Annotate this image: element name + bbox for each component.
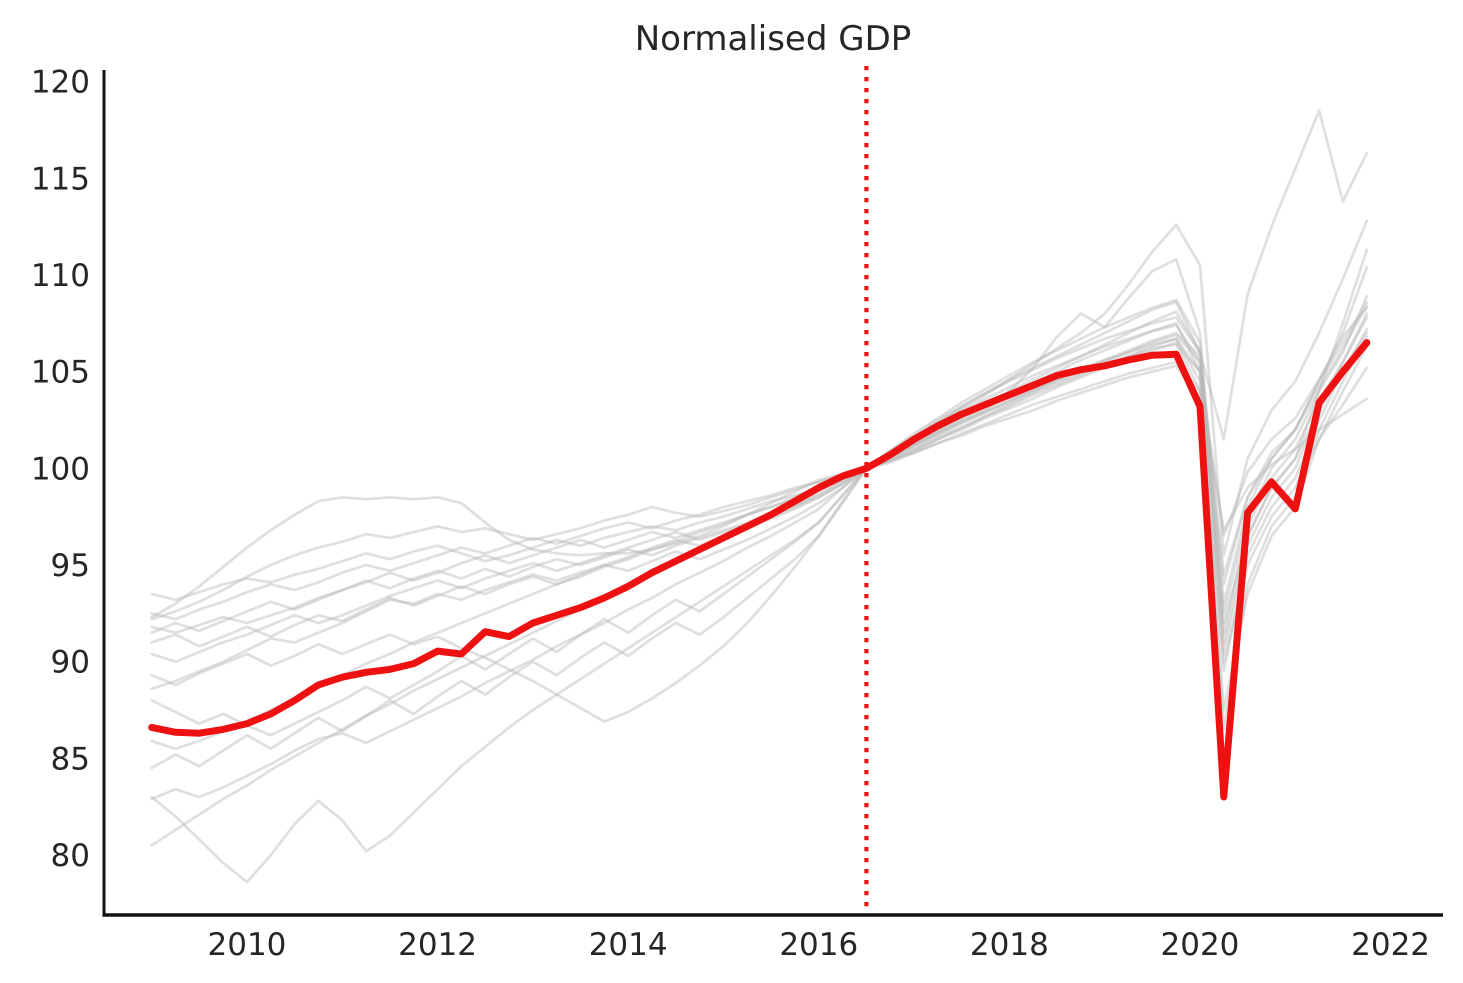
gdp-line-background (150, 109, 1369, 691)
axes-layer (102, 70, 1443, 917)
gdp-line-background (150, 323, 1369, 723)
gdp-line-background (150, 298, 1369, 884)
y-tick-label-105: 105 (31, 355, 90, 391)
x-tick-label-2020: 2020 (1161, 927, 1240, 963)
x-tick-label-2014: 2014 (589, 927, 668, 963)
y-tick-label-100: 100 (31, 451, 90, 487)
y-tick-label-90: 90 (51, 645, 90, 681)
x-tick-label-2018: 2018 (970, 927, 1049, 963)
y-tick-label-85: 85 (51, 741, 90, 777)
x-tick-label-2016: 2016 (779, 927, 858, 963)
y-tick-label-115: 115 (31, 161, 90, 197)
y-tick-label-120: 120 (31, 65, 90, 101)
y-tick-label-110: 110 (31, 258, 90, 294)
gdp-line-background (150, 335, 1369, 731)
gdp-line-highlight (148, 339, 1371, 801)
gdp-line-background (150, 321, 1369, 801)
gdp-line-background (150, 219, 1369, 621)
gdp-line-background (150, 364, 1369, 664)
chart-title: Normalised GDP (635, 19, 912, 59)
gdp-line-background (150, 248, 1369, 625)
x-tick-label-2010: 2010 (208, 927, 287, 963)
gdp-line-background (150, 304, 1369, 737)
background-series-layer (150, 109, 1369, 884)
tick-labels-layer: 80 85 90 95 100 105 110 115 120 2010 2012 2014 2016 2… (31, 65, 1430, 963)
y-tick-label-95: 95 (51, 548, 90, 584)
y-tick-label-80: 80 (51, 838, 90, 874)
x-tick-label-2012: 2012 (398, 927, 477, 963)
highlight-series-layer (148, 339, 1371, 801)
gdp-line-background (150, 294, 1369, 751)
gdp-line-background (150, 306, 1369, 619)
gdp-line-background (150, 265, 1369, 635)
gdp-line-background (150, 300, 1369, 847)
gdp-line-background (150, 337, 1369, 770)
x-tick-label-2022: 2022 (1351, 927, 1430, 963)
